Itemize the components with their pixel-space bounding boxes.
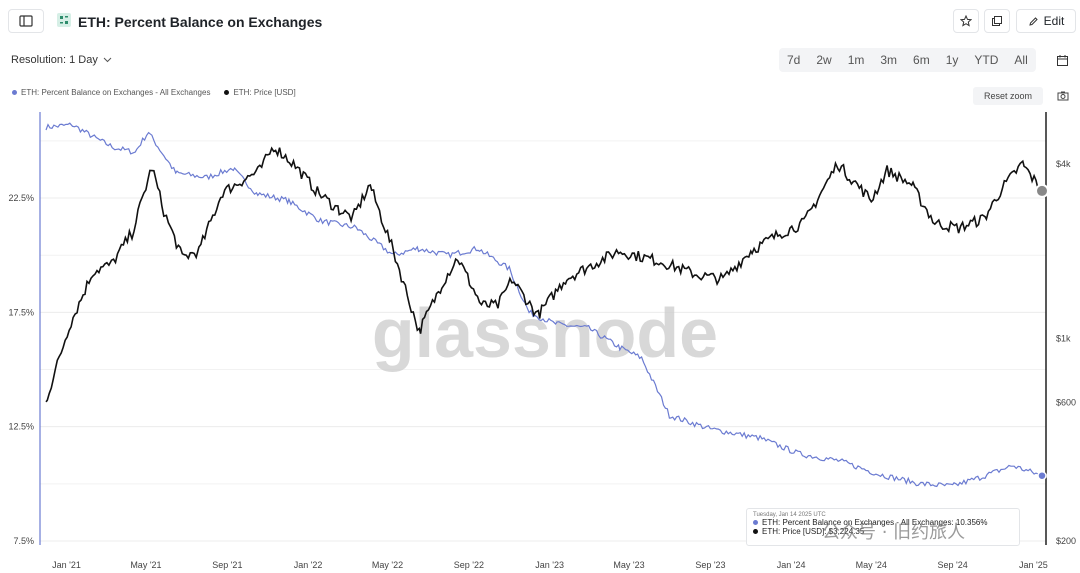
legend-item-balance[interactable]: ETH: Percent Balance on Exchanges - All … <box>12 88 210 97</box>
y-left-ticks: 22.5% 17.5% 12.5% 7.5% <box>8 193 34 546</box>
calendar-icon <box>1056 54 1068 66</box>
y-right-tick: $600 <box>1056 398 1076 408</box>
resolution-select[interactable]: Resolution: 1 Day <box>11 54 112 66</box>
star-button[interactable] <box>953 9 979 33</box>
overlay-watermark-text: 公众号 · 旧约旅人 <box>822 522 966 543</box>
edit-button[interactable]: Edit <box>1016 9 1076 33</box>
legend-label-balance: ETH: Percent Balance on Exchanges - All … <box>21 88 211 97</box>
y-left-tick: 12.5% <box>8 422 34 432</box>
x-tick: May '24 <box>856 560 887 570</box>
range-ytd[interactable]: YTD <box>974 53 999 67</box>
edit-label: Edit <box>1043 14 1065 28</box>
y-right-tick: $4k <box>1056 159 1071 169</box>
x-tick: Sep '22 <box>454 560 484 570</box>
tooltip-row-balance: ETH: Percent Balance on Exchanges - All … <box>753 518 1013 527</box>
copy-icon <box>992 16 1002 26</box>
x-tick: Jan '22 <box>294 560 323 570</box>
sidebar-toggle-icon <box>19 15 33 27</box>
chart-grid <box>40 140 1046 542</box>
legend-label-price: ETH: Price [USD] <box>233 88 296 97</box>
range-6m[interactable]: 6m <box>913 53 930 67</box>
x-tick: May '21 <box>130 560 161 570</box>
y-left-tick: 17.5% <box>8 307 34 317</box>
calendar-button[interactable] <box>1048 47 1076 73</box>
x-tick: Jan '21 <box>52 560 81 570</box>
camera-button[interactable] <box>1057 88 1069 106</box>
balance-series-line <box>45 122 1043 488</box>
x-tick: Jan '23 <box>535 560 564 570</box>
y-left-tick: 7.5% <box>13 536 34 546</box>
sidebar-toggle-button[interactable] <box>8 9 44 33</box>
y-right-tick: $1k <box>1056 333 1071 343</box>
copy-button[interactable] <box>984 9 1010 33</box>
tooltip-price-text: ETH: Price [USD]: $3,224.35 <box>762 527 865 536</box>
x-tick: May '22 <box>372 560 403 570</box>
range-7d[interactable]: 7d <box>787 53 801 67</box>
tooltip-dot-price <box>753 529 758 535</box>
tooltip-dot-balance <box>753 520 758 526</box>
x-tick: May '23 <box>613 560 644 570</box>
legend-dot-balance <box>12 90 17 96</box>
x-tick: Sep '24 <box>938 560 968 570</box>
legend-dot-price <box>224 90 230 96</box>
balance-end-marker <box>1037 470 1047 481</box>
star-icon <box>960 15 972 27</box>
x-tick: Sep '21 <box>212 560 242 570</box>
camera-icon <box>1057 91 1069 101</box>
y-right-ticks: $4k $1k $600 $200 <box>1056 159 1076 546</box>
range-1m[interactable]: 1m <box>847 53 865 67</box>
edit-icon <box>1028 16 1038 26</box>
tooltip-row-price: ETH: Price [USD]: $3,224.35 <box>753 527 1013 536</box>
y-right-tick: $200 <box>1056 536 1076 546</box>
price-end-marker <box>1035 183 1049 198</box>
y-left-tick: 22.5% <box>8 193 34 203</box>
reset-zoom-button[interactable]: Reset zoom <box>973 87 1043 105</box>
x-tick: Sep '23 <box>695 560 725 570</box>
range-1y[interactable]: 1y <box>945 53 959 67</box>
tooltip-date: Tuesday, Jan 14 2025 UTC <box>753 512 826 518</box>
x-tick: Jan '24 <box>777 560 806 570</box>
price-series-line <box>45 146 1043 403</box>
page-title: ETH: Percent Balance on Exchanges <box>78 14 323 30</box>
watermark: glassnode <box>372 294 718 372</box>
x-tick: Jan '25 <box>1019 560 1048 570</box>
legend-item-price[interactable]: ETH: Price [USD] <box>224 88 296 97</box>
range-2w[interactable]: 2w <box>816 53 832 67</box>
range-selector: 7d 2w 1m 3m 6m 1y YTD All <box>779 48 1036 72</box>
tooltip-balance-text: ETH: Percent Balance on Exchanges - All … <box>762 518 988 527</box>
chart-tooltip: Tuesday, Jan 14 2025 UTC ETH: Percent Ba… <box>746 508 1020 546</box>
range-all[interactable]: All <box>1014 53 1028 67</box>
x-ticks: Jan '21 May '21 Sep '21 Jan '22 May '22 Sep '… <box>52 560 1048 570</box>
range-3m[interactable]: 3m <box>880 53 898 67</box>
chevron-down-icon <box>103 57 112 63</box>
chart-legend: ETH: Percent Balance on Exchanges - All … <box>12 88 296 97</box>
app-logo-icon <box>57 13 71 27</box>
resolution-label: Resolution: 1 Day <box>11 54 98 66</box>
